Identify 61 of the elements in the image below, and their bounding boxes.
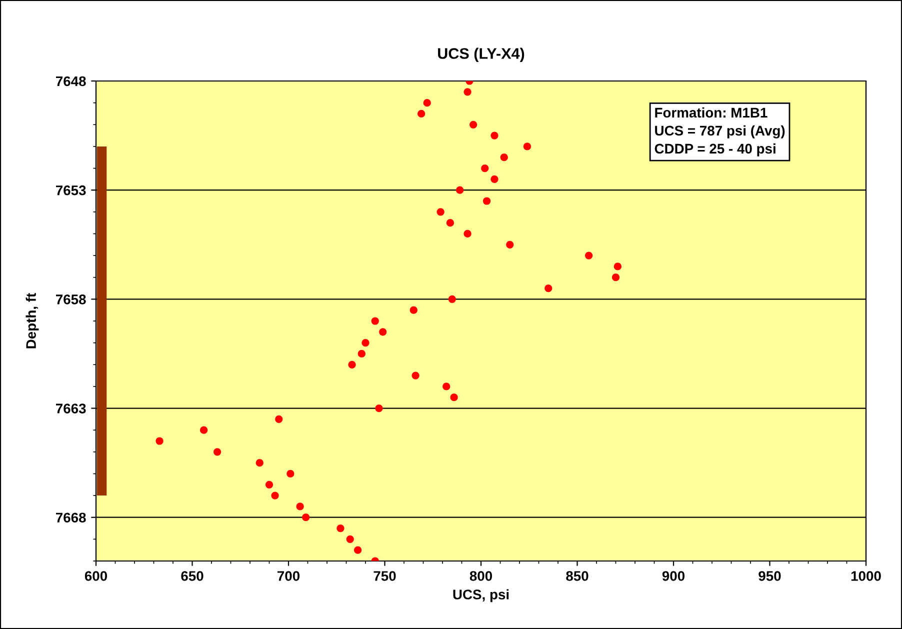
point (265, 480, 274, 488)
point (286, 470, 294, 478)
y-axis-title: Depth, ft (26, 293, 39, 348)
point (482, 197, 491, 205)
point (371, 317, 379, 325)
annotation: Formation: M1B1 UCS = 787 psi (Avg) CDDP = 25 - 40 psi (654, 107, 785, 156)
point (456, 186, 464, 194)
point (348, 360, 356, 368)
point (302, 514, 310, 522)
point (275, 415, 283, 423)
point (481, 164, 489, 172)
point (490, 132, 498, 140)
point (379, 328, 387, 336)
point (490, 175, 498, 183)
y-tick-label: 7648 (56, 76, 86, 86)
y-tick-label: 7668 (56, 512, 86, 523)
point (200, 426, 208, 434)
point (336, 524, 344, 532)
point (500, 154, 508, 162)
point (256, 459, 264, 467)
point (412, 372, 420, 380)
point (418, 110, 426, 118)
point (362, 339, 370, 347)
x-tick-label: 700 (278, 571, 300, 581)
point (448, 295, 456, 303)
x-tick-label: 800 (470, 571, 492, 581)
point (156, 437, 164, 445)
point (446, 219, 454, 227)
x-tick-label: 850 (566, 571, 588, 581)
point (346, 535, 354, 543)
point (423, 99, 431, 107)
point (375, 404, 383, 412)
y-tick-label: 7663 (56, 404, 86, 414)
point (354, 546, 362, 554)
x-tick-label: 1000 (851, 571, 881, 581)
point (523, 142, 532, 150)
point (213, 448, 222, 456)
point (410, 306, 418, 314)
chart-title: UCS (LY-X4) (438, 48, 524, 62)
point (442, 382, 450, 390)
point (544, 284, 552, 292)
point (464, 230, 472, 238)
y-tick-label: 7658 (56, 294, 86, 304)
point (358, 350, 366, 358)
point (506, 240, 514, 248)
point (612, 274, 620, 282)
point (450, 394, 458, 402)
point (271, 492, 279, 500)
point (464, 88, 472, 96)
y-tick-label: 7653 (56, 185, 86, 196)
point (436, 208, 444, 216)
point (469, 120, 478, 128)
x-axis-title: UCS, psi (453, 589, 509, 602)
point (614, 262, 622, 270)
x-tick-label: 750 (374, 571, 396, 581)
point (584, 252, 593, 260)
x-tick-label: 900 (662, 571, 685, 581)
x-tick-label: 600 (84, 571, 108, 581)
point (296, 502, 304, 510)
x-tick-label: 650 (181, 571, 204, 581)
x-tick-label: 950 (758, 571, 781, 581)
